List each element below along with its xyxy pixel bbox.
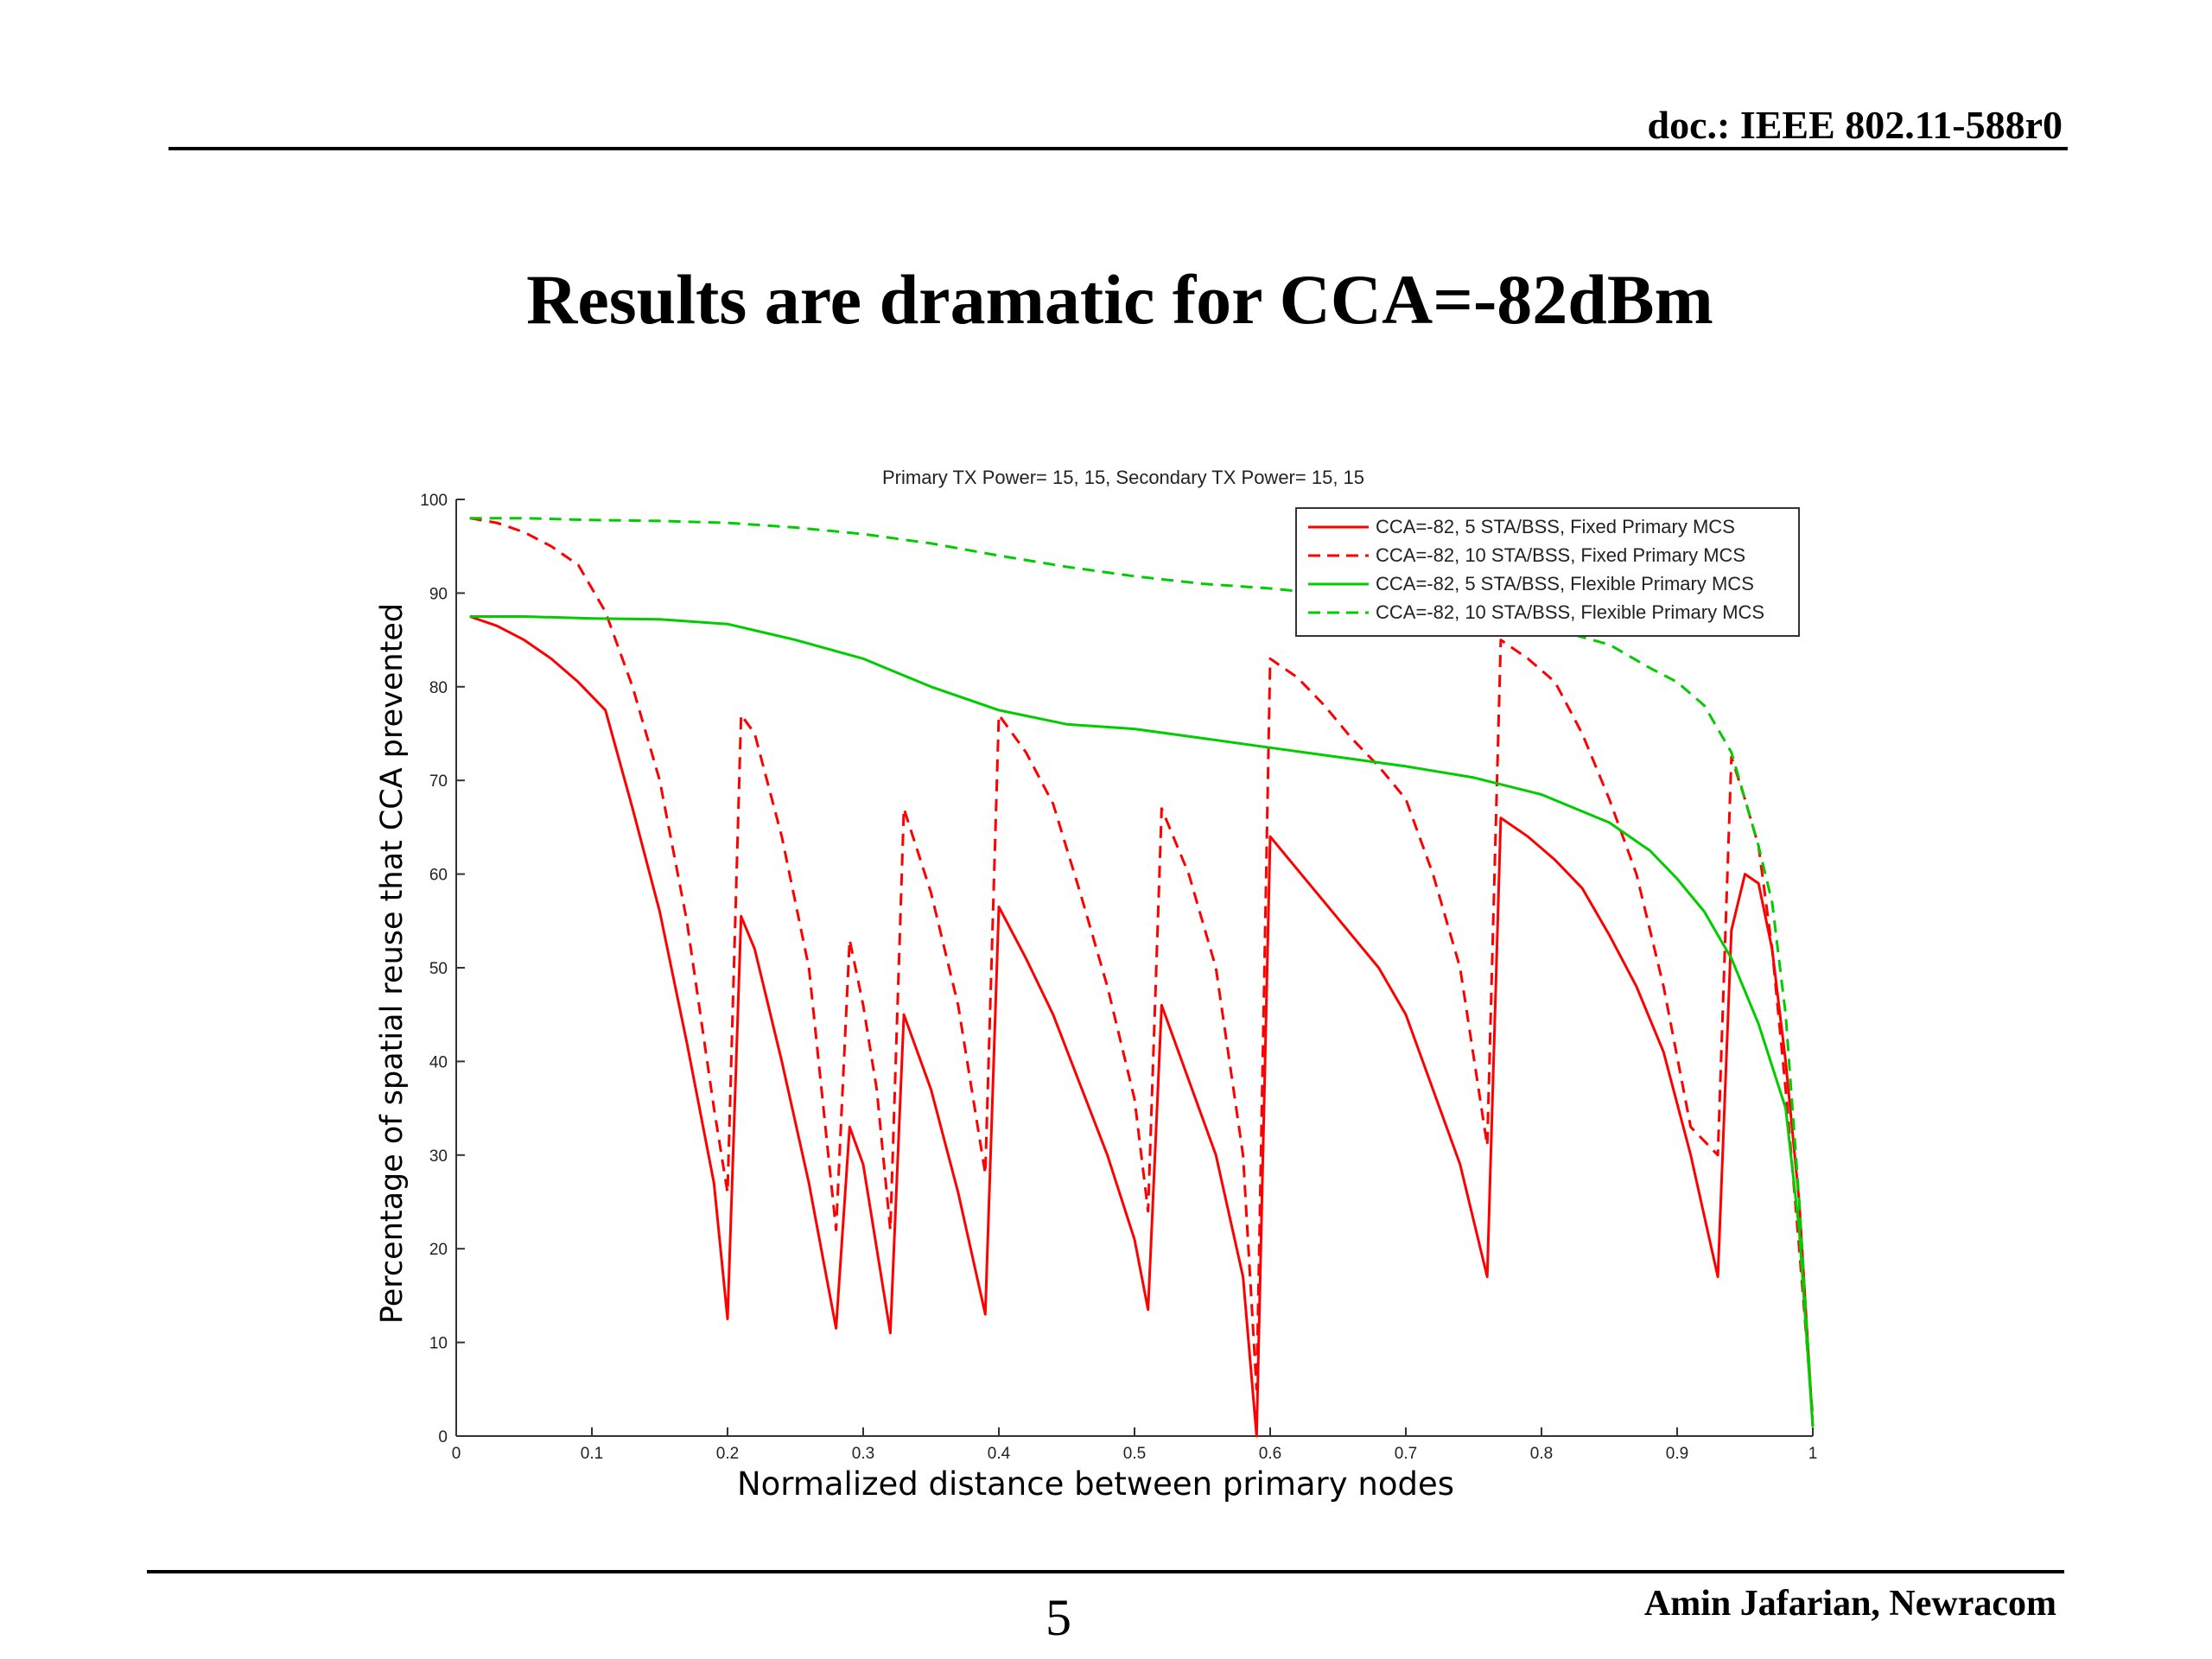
series-lines bbox=[469, 517, 1815, 1438]
y-tick-label: 20 bbox=[429, 1241, 448, 1259]
legend-entry: CCA=-82, 10 STA/BSS, Fixed Primary MCS bbox=[1376, 544, 1745, 566]
y-tick-label: 90 bbox=[429, 585, 448, 603]
y-tick-label: 40 bbox=[429, 1053, 448, 1071]
footer-divider bbox=[147, 1570, 2064, 1573]
y-tick-label: 10 bbox=[429, 1335, 448, 1353]
footer-author: Amin Jafarian, Newracom bbox=[1643, 1584, 2056, 1624]
axes bbox=[455, 499, 1813, 1437]
series-red-solid-line bbox=[469, 615, 1815, 1438]
y-tick-label: 70 bbox=[429, 772, 448, 791]
header-divider bbox=[168, 147, 2068, 150]
legend-entry: CCA=-82, 5 STA/BSS, Flexible Primary MCS bbox=[1376, 573, 1754, 594]
slide-title: Results are dramatic for CCA=-82dBm bbox=[526, 260, 1713, 339]
y-tick-label: 50 bbox=[429, 960, 448, 978]
x-tick-label: 0.3 bbox=[852, 1445, 874, 1463]
document-id: doc.: IEEE 802.11-588r0 bbox=[1647, 103, 2063, 147]
chart-title: Primary TX Power= 15, 15, Secondary TX P… bbox=[882, 467, 1364, 488]
y-tick-label: 80 bbox=[429, 679, 448, 697]
x-tick-label: 0.6 bbox=[1259, 1445, 1281, 1463]
series-green-dashed-line bbox=[469, 517, 1815, 1427]
x-tick-label: 0.7 bbox=[1395, 1445, 1417, 1463]
x-axis-label: Normalized distance between primary node… bbox=[737, 1465, 1454, 1503]
page-number: 5 bbox=[1046, 1589, 1071, 1646]
legend-entry: CCA=-82, 5 STA/BSS, Fixed Primary MCS bbox=[1376, 516, 1735, 537]
x-tick-label: 0.8 bbox=[1530, 1445, 1553, 1463]
legend-box bbox=[1295, 507, 1800, 637]
x-tick-label: 0.5 bbox=[1123, 1445, 1146, 1463]
legend-entry: CCA=-82, 10 STA/BSS, Flexible Primary MC… bbox=[1376, 601, 1764, 623]
series-green-solid-line bbox=[469, 615, 1815, 1427]
y-tick-label: 30 bbox=[429, 1147, 448, 1166]
x-tick-label: 0.4 bbox=[988, 1445, 1011, 1463]
x-tick-label: 1 bbox=[1808, 1445, 1818, 1463]
x-tick-label: 0.9 bbox=[1666, 1445, 1688, 1463]
x-tick-label: 0.1 bbox=[581, 1445, 603, 1463]
y-axis-label: Percentage of spatial reuse that CCA pre… bbox=[375, 603, 410, 1324]
x-tick-label: 0.2 bbox=[716, 1445, 739, 1463]
y-tick-label: 60 bbox=[429, 867, 448, 885]
y-tick-label: 0 bbox=[438, 1428, 448, 1446]
series-red-dashed-line bbox=[469, 517, 1815, 1418]
legend: CCA=-82, 5 STA/BSS, Fixed Primary MCS CCA… bbox=[1295, 507, 1800, 637]
axis-ticks: 0 0.1 0.2 0.3 0.4 0.5 0.6 0.7 0.8 0.9 101020304050… bbox=[420, 492, 1817, 1463]
y-tick-label: 100 bbox=[420, 492, 448, 510]
x-tick-label: 0 bbox=[452, 1445, 461, 1463]
